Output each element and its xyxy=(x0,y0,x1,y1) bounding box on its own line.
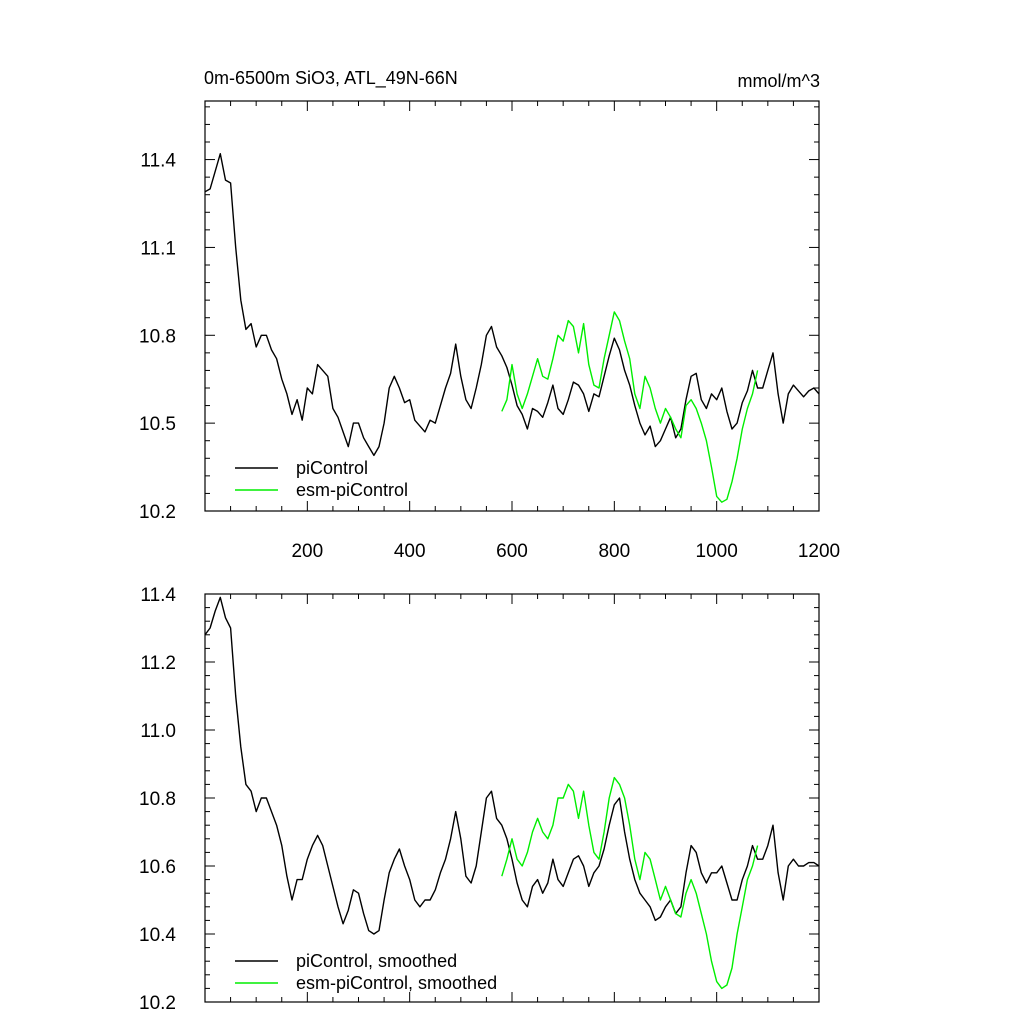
y-tick-label: 11.4 xyxy=(140,151,176,172)
y-tick-label: 11.2 xyxy=(140,653,176,674)
series-line-picontrol xyxy=(204,596,820,935)
axis-ticks: 200 400 600 800 1000 1200 10.2 10.5 10.8 11.1 11.4 xyxy=(139,101,840,562)
y-tick-label: 11.4 xyxy=(140,585,176,606)
legend-label: piControl, smoothed xyxy=(296,951,457,971)
series-group xyxy=(204,152,820,503)
y-tick-label: 10.2 xyxy=(139,993,176,1014)
x-tick-label: 1000 xyxy=(696,541,738,562)
axis-ticks: 10.2 10.4 10.6 10.8 11.0 11.2 11.4 xyxy=(139,585,820,1014)
legend-label: esm-piControl xyxy=(296,480,408,500)
y-tick-label: 10.6 xyxy=(139,857,176,878)
series-line-esm-picontrol xyxy=(501,776,759,990)
x-tick-label: 200 xyxy=(291,541,323,562)
units-label: mmol/m^3 xyxy=(738,71,820,91)
y-tick-label: 10.8 xyxy=(139,789,176,810)
legend-label: piControl xyxy=(296,458,368,478)
y-tick-label: 10.5 xyxy=(139,414,176,435)
series-line-esm-picontrol xyxy=(501,311,759,503)
y-tick-label: 10.8 xyxy=(139,326,176,347)
y-tick-label: 10.2 xyxy=(139,502,176,523)
x-tick-label: 1200 xyxy=(798,541,840,562)
bottom-panel: 10.2 10.4 10.6 10.8 11.0 11.2 11.4 piControl, … xyxy=(139,585,820,1014)
y-tick-label: 11.0 xyxy=(140,721,176,742)
x-tick-label: 400 xyxy=(394,541,426,562)
top-panel: 0m-6500m SiO3, ATL_49N-66N mmol/m^3 200 4… xyxy=(139,68,840,562)
legend-label: esm-piControl, smoothed xyxy=(296,973,497,993)
chart-title: 0m-6500m SiO3, ATL_49N-66N xyxy=(204,68,458,89)
x-tick-label: 800 xyxy=(598,541,630,562)
y-tick-label: 11.1 xyxy=(140,238,176,259)
y-tick-label: 10.4 xyxy=(139,925,176,946)
x-tick-label: 600 xyxy=(496,541,528,562)
series-line-picontrol xyxy=(204,152,820,457)
series-group xyxy=(204,596,820,990)
